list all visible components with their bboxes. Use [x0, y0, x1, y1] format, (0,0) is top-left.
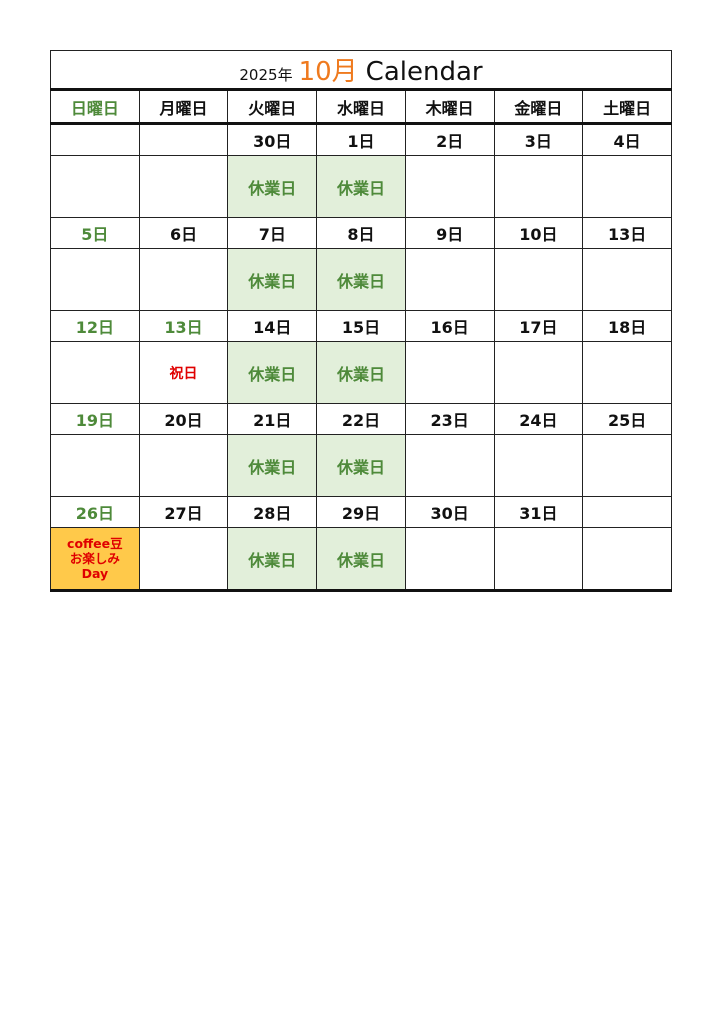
calendar-title: 2025年 10月 Calendar	[50, 50, 672, 91]
date-cell: 30日	[404, 496, 495, 528]
closed-day-cell: 休業日	[316, 248, 406, 311]
date-cell: 31日	[493, 496, 584, 528]
date-cell	[138, 123, 229, 156]
event-cell: coffee豆 お楽しみ Day	[50, 527, 140, 592]
empty-cell	[493, 434, 584, 497]
event-row: 休業日 休業日	[50, 248, 672, 311]
date-cell: 27日	[138, 496, 229, 528]
event-row: 休業日 休業日	[50, 434, 672, 497]
weekday-header: 土曜日	[582, 89, 672, 125]
empty-cell	[404, 527, 495, 592]
closed-day-cell: 休業日	[227, 434, 318, 497]
date-cell: 9日	[404, 217, 495, 249]
empty-cell	[582, 341, 672, 404]
date-cell: 17日	[493, 310, 584, 342]
title-word: Calendar	[365, 57, 483, 87]
date-cell: 3日	[493, 123, 584, 156]
empty-cell	[404, 434, 495, 497]
empty-cell	[138, 155, 229, 218]
date-cell: 18日	[582, 310, 672, 342]
date-cell: 24日	[493, 403, 584, 435]
empty-cell	[493, 527, 584, 592]
date-cell: 25日	[582, 403, 672, 435]
date-cell: 6日	[138, 217, 229, 249]
date-cell: 30日	[227, 123, 318, 156]
closed-day-cell: 休業日	[316, 527, 406, 592]
event-row: coffee豆 お楽しみ Day 休業日 休業日	[50, 527, 672, 592]
empty-cell	[404, 341, 495, 404]
closed-day-cell: 休業日	[227, 341, 318, 404]
weekday-header: 月曜日	[138, 89, 229, 125]
date-cell: 1日	[316, 123, 406, 156]
empty-cell	[50, 341, 140, 404]
closed-day-cell: 休業日	[316, 434, 406, 497]
date-cell: 5日	[50, 217, 140, 249]
date-cell: 8日	[316, 217, 406, 249]
calendar-table: 2025年 10月 Calendar 日曜日 月曜日 火曜日 水曜日 木曜日 金曜日 土曜日 3…	[50, 50, 672, 592]
closed-day-cell: 休業日	[316, 155, 406, 218]
empty-cell	[493, 341, 584, 404]
weekday-header: 火曜日	[227, 89, 318, 125]
date-cell: 12日	[50, 310, 140, 342]
date-cell: 13日	[582, 217, 672, 249]
date-cell: 26日	[50, 496, 140, 528]
empty-cell	[582, 155, 672, 218]
weekday-header: 金曜日	[493, 89, 584, 125]
empty-cell	[404, 155, 495, 218]
empty-cell	[404, 248, 495, 311]
closed-day-cell: 休業日	[227, 248, 318, 311]
empty-cell	[50, 434, 140, 497]
empty-cell	[50, 248, 140, 311]
date-cell: 22日	[316, 403, 406, 435]
empty-cell	[138, 527, 229, 592]
weekday-header: 木曜日	[404, 89, 495, 125]
date-row: 5日 6日 7日 8日 9日 10日 13日	[50, 217, 672, 249]
event-row: 祝日 休業日 休業日	[50, 341, 672, 404]
title-row: 2025年 10月 Calendar	[50, 50, 672, 91]
weekday-header: 日曜日	[50, 89, 140, 125]
closed-day-cell: 休業日	[316, 341, 406, 404]
title-month: 10月	[298, 57, 358, 87]
date-row: 26日 27日 28日 29日 30日 31日	[50, 496, 672, 528]
date-row: 30日 1日 2日 3日 4日	[50, 123, 672, 156]
closed-day-cell: 休業日	[227, 155, 318, 218]
empty-cell	[582, 527, 672, 592]
holiday-cell: 祝日	[138, 341, 229, 404]
date-cell: 19日	[50, 403, 140, 435]
date-cell: 16日	[404, 310, 495, 342]
date-cell: 10日	[493, 217, 584, 249]
date-cell: 29日	[316, 496, 406, 528]
date-cell: 28日	[227, 496, 318, 528]
date-cell: 7日	[227, 217, 318, 249]
date-cell: 4日	[582, 123, 672, 156]
date-cell: 15日	[316, 310, 406, 342]
closed-day-cell: 休業日	[227, 527, 318, 592]
date-cell: 14日	[227, 310, 318, 342]
date-cell: 23日	[404, 403, 495, 435]
weekday-header: 水曜日	[316, 89, 406, 125]
empty-cell	[50, 155, 140, 218]
empty-cell	[493, 248, 584, 311]
event-row: 休業日 休業日	[50, 155, 672, 218]
date-cell: 20日	[138, 403, 229, 435]
empty-cell	[493, 155, 584, 218]
date-cell: 2日	[404, 123, 495, 156]
date-row: 12日 13日 14日 15日 16日 17日 18日	[50, 310, 672, 342]
date-row: 19日 20日 21日 22日 23日 24日 25日	[50, 403, 672, 435]
date-cell	[50, 123, 140, 156]
weekday-header-row: 日曜日 月曜日 火曜日 水曜日 木曜日 金曜日 土曜日	[50, 89, 672, 125]
title-year: 2025年	[239, 66, 293, 84]
date-cell	[582, 496, 672, 528]
empty-cell	[582, 248, 672, 311]
empty-cell	[138, 248, 229, 311]
empty-cell	[582, 434, 672, 497]
date-cell: 13日	[138, 310, 229, 342]
date-cell: 21日	[227, 403, 318, 435]
empty-cell	[138, 434, 229, 497]
